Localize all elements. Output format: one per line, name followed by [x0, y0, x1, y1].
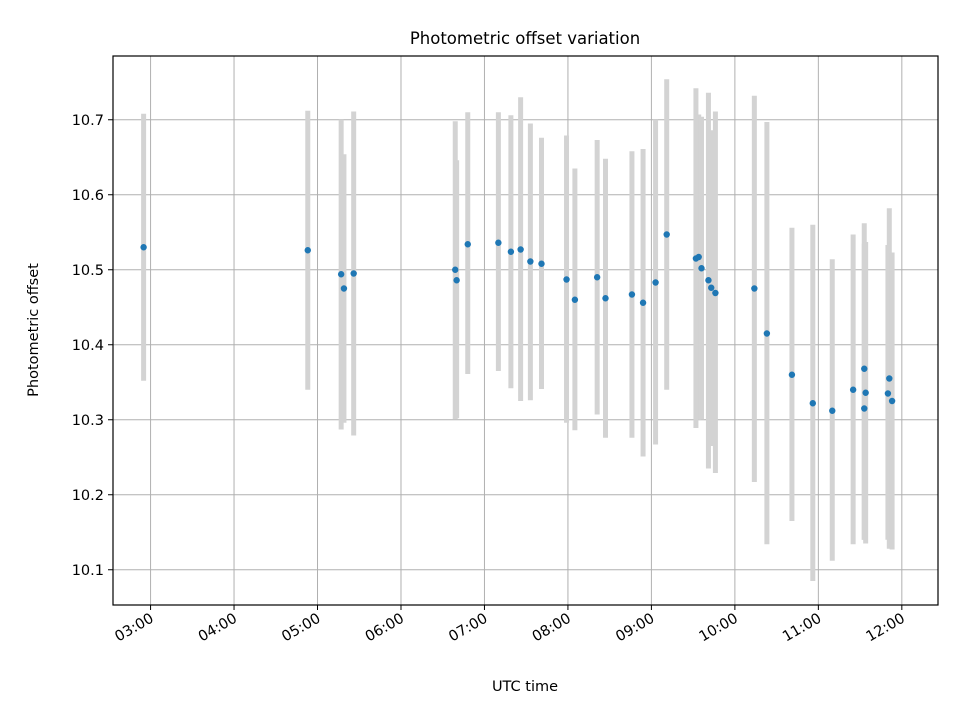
data-point [861, 365, 868, 372]
y-tick-label: 10.7 [72, 113, 104, 129]
data-point [571, 296, 579, 303]
data-point [507, 248, 515, 255]
y-tick-label: 10.6 [72, 188, 104, 204]
plot-frame [112, 55, 939, 606]
data-point [862, 389, 869, 396]
data-point [593, 274, 601, 281]
data-point [495, 239, 502, 246]
y-tick-label: 10.1 [72, 563, 104, 579]
data-point [517, 246, 524, 253]
data-point [527, 258, 534, 265]
data-point [464, 241, 471, 248]
data-point [884, 390, 892, 397]
data-point [563, 276, 570, 283]
data-points [140, 231, 896, 414]
data-point [861, 405, 868, 412]
y-axis-label: Photometric offset [26, 263, 42, 397]
data-point [663, 231, 670, 238]
data-point [763, 330, 771, 337]
y-tick-label: 10.3 [72, 413, 104, 429]
data-point [304, 247, 311, 254]
x-axis-label: UTC time [492, 679, 558, 695]
chart-title: Photometric offset variation [410, 29, 640, 48]
data-point [337, 271, 345, 278]
data-point [888, 397, 896, 405]
data-point [639, 299, 647, 306]
data-point [695, 253, 702, 261]
data-point [453, 277, 460, 284]
data-point [350, 270, 357, 277]
y-axis: 10.1 10.2 10.3 10.4 10.5 10.6 10.7 [72, 113, 113, 579]
data-point [712, 289, 719, 297]
data-point [886, 375, 893, 382]
data-point [751, 285, 758, 292]
data-point [652, 279, 659, 286]
data-point [849, 386, 857, 393]
data-point [698, 265, 705, 272]
data-point [829, 407, 836, 414]
data-point [628, 291, 636, 298]
data-point [809, 400, 816, 407]
data-point [140, 244, 147, 251]
y-tick-label: 10.5 [72, 263, 104, 279]
data-point [452, 266, 459, 273]
data-point [708, 284, 715, 291]
data-point [705, 277, 712, 284]
y-tick-label: 10.2 [72, 488, 104, 504]
data-point [788, 371, 796, 378]
data-point [340, 285, 348, 292]
grid-lines [113, 56, 938, 605]
data-point [602, 295, 609, 302]
data-point [538, 260, 545, 267]
y-tick-label: 10.4 [72, 338, 104, 354]
